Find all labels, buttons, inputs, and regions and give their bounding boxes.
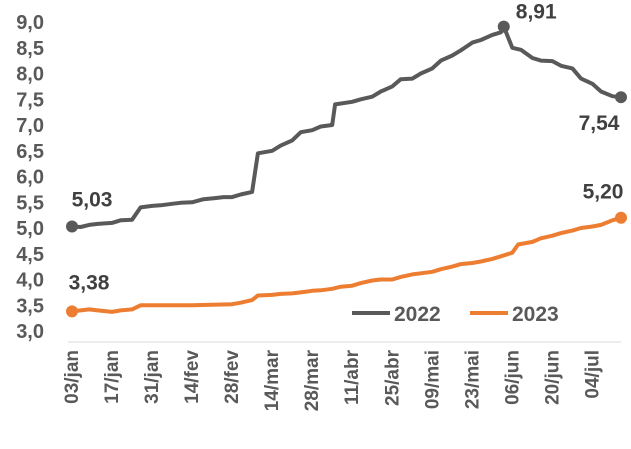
legend-label-2022: 2022 xyxy=(394,303,441,326)
x-tick-label-03-jan: 03/jan xyxy=(62,350,83,404)
data-point-2022-07-14 xyxy=(615,91,627,104)
x-tick-label-28-mar: 28/mar xyxy=(302,349,323,411)
y-tick-label-7-0: 7,0 xyxy=(16,115,44,137)
data-label-2023-07-14: 5,20 xyxy=(583,181,624,204)
data-label-2022-01-03: 5,03 xyxy=(72,188,113,211)
data-label-2023-01-03: 3,38 xyxy=(69,271,110,294)
y-tick-label-3-5: 3,5 xyxy=(16,295,44,317)
x-tick-label-28-fev: 28/fev xyxy=(222,350,243,404)
y-tick-label-6-0: 6,0 xyxy=(16,167,44,189)
x-tick-label-11-abr: 11/abr xyxy=(342,349,363,405)
y-tick-label-4-5: 4,5 xyxy=(16,244,44,266)
series-line-2023 xyxy=(70,215,623,314)
x-tick-label-14-mar: 14/mar xyxy=(262,349,283,411)
legend-label-2023: 2023 xyxy=(512,303,559,326)
x-tick-label-14-fev: 14/fev xyxy=(182,350,203,404)
y-tick-label-4-0: 4,0 xyxy=(16,270,44,292)
x-tick-label-31-jan: 31/jan xyxy=(142,350,163,404)
legend: 2022 2023 xyxy=(352,303,559,326)
y-axis: 3,0 3,5 4,0 4,5 5,0 5,5 6,0 6,5 7,0 7,5 8,0 8,5 9,0 xyxy=(16,12,44,343)
data-point-2022-06-03 xyxy=(497,20,510,33)
x-tick-label-17-jan: 17/jan xyxy=(102,350,123,404)
series-layer xyxy=(70,24,623,314)
y-tick-label-7-5: 7,5 xyxy=(16,89,44,111)
y-tick-label-5-5: 5,5 xyxy=(16,192,44,214)
x-axis: 03/jan 17/jan 31/jan 14/fev 28/fev 14/mar 28/m… xyxy=(62,341,621,411)
x-tick-label-04-jul: 04/jul xyxy=(582,350,603,399)
data-point-2023-01-03 xyxy=(66,305,78,318)
x-tick-label-23-mai: 23/mai xyxy=(462,350,483,409)
x-tick-label-09-mai: 09/mai xyxy=(422,350,443,409)
data-label-2022-06-03: 8,91 xyxy=(516,1,557,24)
data-point-2022-01-03 xyxy=(66,220,78,233)
data-label-2022-07-14: 7,54 xyxy=(579,112,620,135)
y-tick-label-3-0: 3,0 xyxy=(16,321,44,343)
x-tick-label-06-jun: 06/jun xyxy=(502,350,523,405)
y-tick-label-6-5: 6,5 xyxy=(16,141,44,163)
x-tick-label-25-abr: 25/abr xyxy=(382,349,403,406)
data-point-2023-07-14 xyxy=(615,211,627,224)
y-tick-label-8-5: 8,5 xyxy=(16,38,44,60)
y-tick-label-9-0: 9,0 xyxy=(16,12,44,34)
data-labels: 5,03 8,91 7,54 3,38 5,20 xyxy=(66,1,627,318)
y-tick-label-8-0: 8,0 xyxy=(16,64,44,86)
series-line-2022 xyxy=(70,24,623,229)
y-tick-label-5-0: 5,0 xyxy=(16,218,44,240)
x-tick-label-20-jun: 20/jun xyxy=(542,350,563,405)
